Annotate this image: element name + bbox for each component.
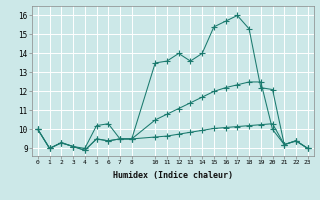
X-axis label: Humidex (Indice chaleur): Humidex (Indice chaleur) <box>113 171 233 180</box>
